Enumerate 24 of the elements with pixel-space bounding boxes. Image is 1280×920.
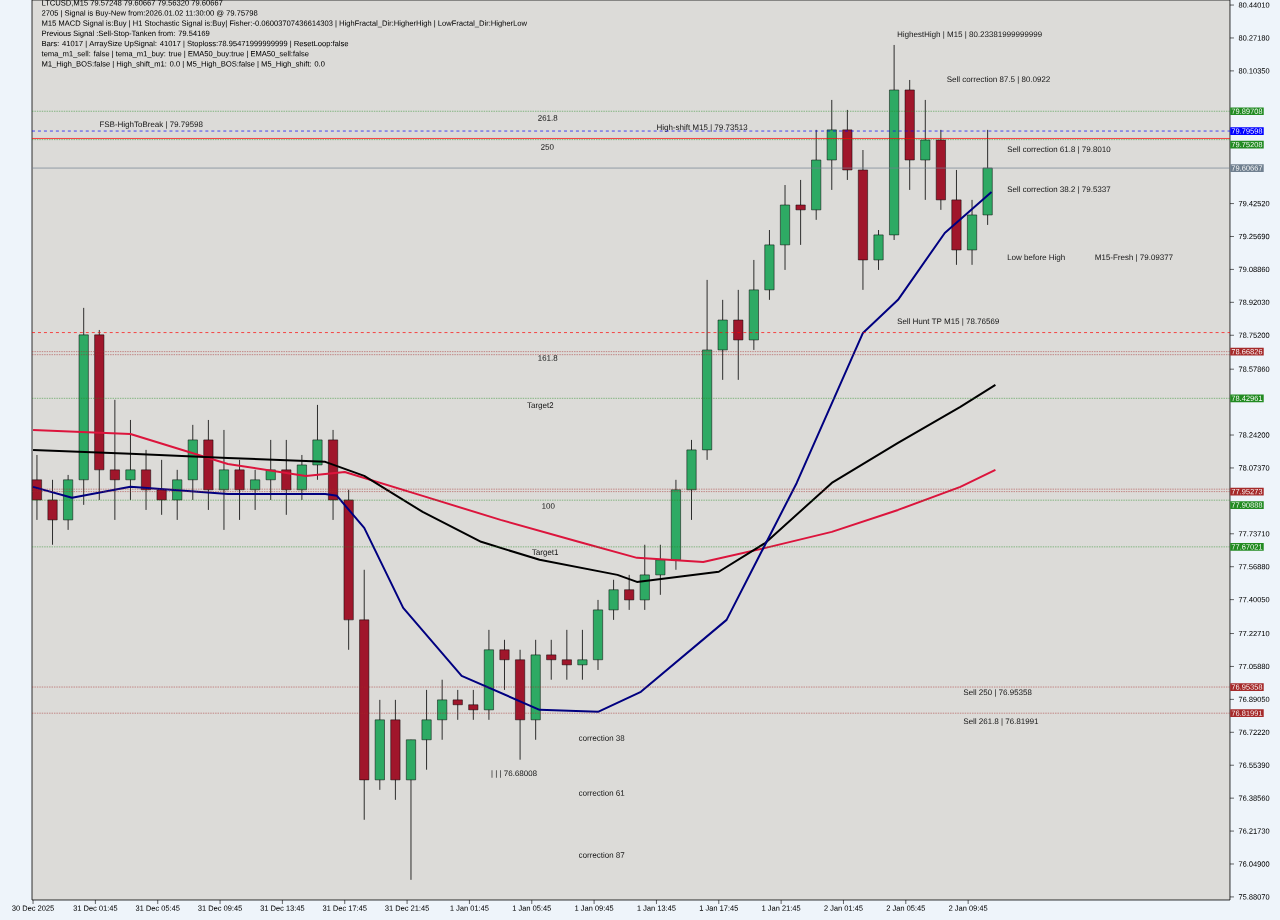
candlestick (172, 469, 183, 521)
candlestick (234, 459, 245, 521)
candlestick (795, 179, 806, 246)
candlestick (47, 479, 58, 546)
candlestick (219, 429, 229, 531)
candlestick (499, 639, 510, 691)
candlestick (608, 579, 619, 621)
candlestick (437, 679, 448, 741)
candlestick (733, 289, 744, 381)
candlestick (468, 689, 479, 721)
candlestick (546, 639, 557, 681)
candlestick (109, 399, 120, 521)
line-series (32, 428, 997, 563)
candlestick (452, 689, 463, 721)
candlestick (561, 629, 572, 681)
candlestick (421, 689, 432, 771)
candlestick (125, 419, 136, 501)
candlestick (281, 439, 292, 516)
candlestick (920, 99, 931, 201)
candlestick (577, 629, 588, 681)
candlestick (265, 439, 276, 501)
candlestick (250, 469, 261, 511)
candlestick (141, 449, 151, 511)
candlestick (156, 459, 167, 516)
